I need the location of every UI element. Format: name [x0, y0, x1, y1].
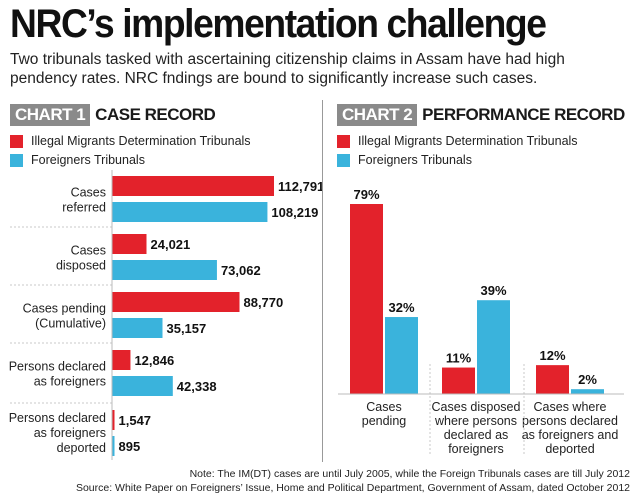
bar-ft: [112, 318, 163, 338]
category-label: Cases where: [534, 400, 607, 414]
chart1-legend-red-label: Illegal Migrants Determination Tribunals: [31, 134, 251, 148]
data-label: 1,547: [119, 413, 152, 428]
page-subtitle: Two tribunals tasked with ascertaining c…: [10, 51, 565, 87]
category-label: Cases: [366, 400, 401, 414]
category-label: as foreigners: [34, 426, 106, 440]
bar-ft: [477, 300, 510, 394]
category-label: Persons declared: [9, 411, 106, 425]
bar-ft: [112, 202, 268, 222]
data-label: 73,062: [221, 263, 261, 278]
chart1-case-record: Casesreferred112,791108,219Casesdisposed…: [9, 170, 322, 460]
data-label: 39%: [480, 283, 506, 298]
legend-swatch-blue: [10, 153, 23, 167]
bar-ft: [385, 317, 418, 394]
data-label: 12%: [539, 348, 565, 363]
data-label: 2%: [578, 372, 597, 387]
category-label: referred: [62, 201, 106, 215]
data-label: 12,846: [134, 353, 174, 368]
bar-ft: [112, 436, 115, 456]
category-label: foreigners: [448, 442, 504, 456]
source-line: Source: White Paper on Foreigners’ Issue…: [75, 482, 630, 494]
chart1-legend-red: Illegal Migrants Determination Tribunals: [10, 134, 251, 148]
data-label: 108,219: [271, 205, 318, 220]
data-label: 35,157: [166, 321, 206, 336]
chart1-title: CASE RECORD: [95, 105, 216, 124]
category-label: Cases: [71, 186, 106, 200]
bar-imdt: [350, 204, 383, 394]
data-label: 79%: [353, 187, 379, 202]
data-label: 42,338: [177, 379, 217, 394]
chart2-legend-red: Illegal Migrants Determination Tribunals: [337, 134, 578, 148]
legend-swatch-red: [337, 134, 350, 148]
bar-imdt: [112, 176, 274, 196]
bar-imdt: [112, 350, 131, 370]
category-label: pending: [362, 414, 407, 428]
category-label: persons declared: [522, 414, 618, 428]
data-label: 895: [119, 439, 141, 454]
chart2-badge: CHART 2: [337, 104, 418, 126]
data-label: 24,021: [151, 237, 191, 252]
chart1-legend-blue: Foreigners Tribunals: [10, 153, 145, 167]
chart2-header: CHART 2 PERFORMANCE RECORD: [337, 104, 625, 126]
bar-ft: [112, 376, 173, 396]
chart2-legend-blue: Foreigners Tribunals: [337, 153, 472, 167]
chart1-badge: CHART 1: [10, 104, 91, 126]
chart2-title: PERFORMANCE RECORD: [422, 105, 625, 124]
bar-imdt: [442, 367, 475, 394]
data-label: 112,791: [278, 179, 322, 194]
legend-swatch-red: [10, 134, 23, 148]
category-label: Persons declared: [9, 360, 106, 374]
footnotes: Note: The IM(DT) cases are until July 20…: [76, 467, 630, 495]
chart2-legend-blue-label: Foreigners Tribunals: [358, 153, 472, 167]
data-label: 32%: [388, 300, 414, 315]
page-title: NRC’s implementation challenge: [10, 2, 547, 46]
category-label: declared as: [444, 428, 509, 442]
bar-imdt: [112, 292, 240, 312]
bar-imdt: [112, 410, 115, 430]
data-label: 11%: [446, 351, 472, 366]
category-label: Cases disposed: [432, 400, 521, 414]
chart-divider: [322, 100, 323, 462]
bar-ft: [571, 389, 604, 394]
bar-imdt: [112, 234, 147, 254]
bar-imdt: [536, 365, 569, 394]
note-line: Note: The IM(DT) cases are until July 20…: [189, 468, 630, 480]
legend-swatch-blue: [337, 153, 350, 167]
category-label: deported: [545, 442, 594, 456]
category-label: where persons: [434, 414, 517, 428]
chart1-header: CHART 1 CASE RECORD: [10, 104, 216, 126]
category-label: as foreigners: [34, 375, 106, 389]
data-label: 88,770: [243, 295, 283, 310]
category-label: Cases pending: [23, 302, 106, 316]
chart1-legend-blue-label: Foreigners Tribunals: [31, 153, 145, 167]
bar-ft: [112, 260, 217, 280]
category-label: (Cumulative): [35, 317, 106, 331]
category-label: deported: [57, 441, 106, 455]
category-label: Cases: [71, 244, 106, 258]
chart2-legend-red-label: Illegal Migrants Determination Tribunals: [358, 134, 578, 148]
category-label: disposed: [56, 259, 106, 273]
category-label: as foreigners and: [522, 428, 619, 442]
